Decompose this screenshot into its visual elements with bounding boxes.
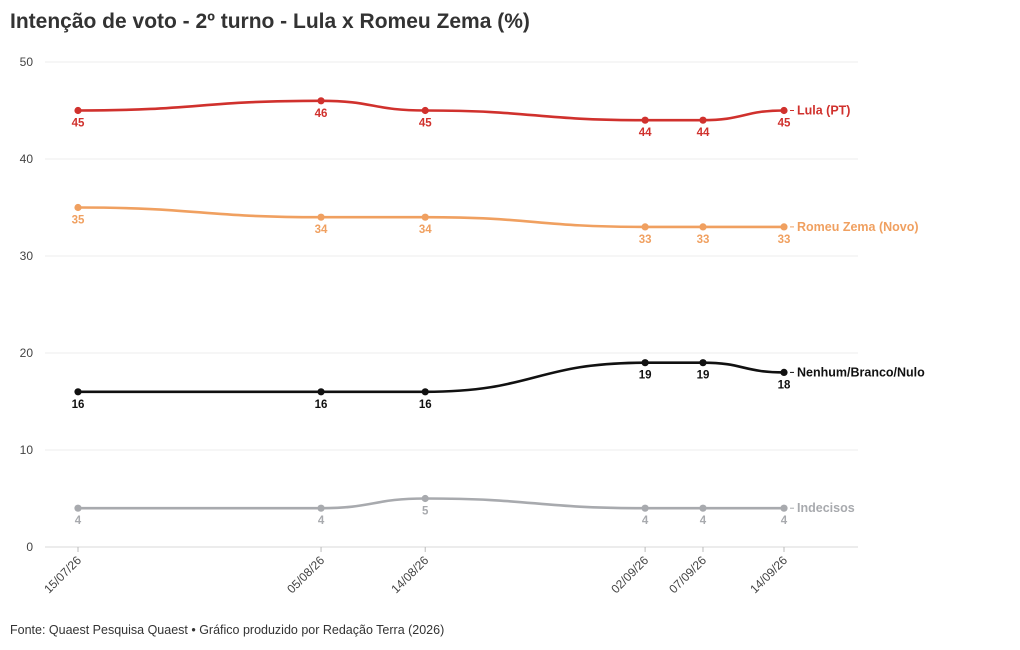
data-point-romeu-zema-novo [780, 223, 788, 231]
data-point-nenhum-branco-nulo [699, 359, 707, 367]
y-tick-label: 0 [26, 540, 33, 554]
data-point-indecisos [421, 494, 429, 503]
y-tick-label: 30 [20, 249, 34, 263]
series-lines [74, 97, 788, 512]
data-point-romeu-zema-novo [421, 213, 429, 221]
data-point-lula-pt [699, 116, 707, 124]
data-point-romeu-zema-novo [74, 203, 82, 212]
data-point-lula-pt [317, 97, 325, 105]
data-label-romeu-zema-novo: 33 [639, 234, 652, 246]
data-label-romeu-zema-novo: 34 [419, 224, 432, 236]
axes: 0 10 20 30 40 50 15/07/26 05/08/26 14/08/26 02/09… [20, 55, 791, 596]
data-label-romeu-zema-novo: 35 [72, 215, 85, 227]
data-point-lula-pt [641, 116, 649, 124]
data-label-nenhum-branco-nulo: 16 [315, 399, 328, 411]
x-tick-label: 02/09/26 [608, 553, 651, 596]
data-point-lula-pt [421, 106, 429, 115]
data-point-indecisos [780, 504, 788, 512]
data-point-indecisos [641, 504, 649, 512]
data-label-nenhum-branco-nulo: 16 [72, 399, 85, 411]
data-label-romeu-zema-novo: 34 [315, 224, 328, 236]
data-point-nenhum-branco-nulo [780, 368, 788, 376]
data-label-lula-pt: 44 [697, 127, 710, 139]
data-point-lula-pt [780, 106, 788, 115]
grid-lines [45, 61, 858, 548]
series-line-indecisos [76, 497, 786, 510]
series-label-romeu-zema-novo: Romeu Zema (Novo) [797, 220, 919, 234]
data-label-nenhum-branco-nulo: 16 [419, 399, 432, 411]
x-tick-label: 14/09/26 [747, 553, 790, 596]
data-point-indecisos [74, 504, 82, 512]
data-label-nenhum-branco-nulo: 19 [639, 370, 652, 382]
series-label-lula-pt: Lula (PT) [797, 104, 850, 118]
data-label-lula-pt: 45 [72, 118, 85, 130]
series-label-nenhum-branco-nulo: Nenhum/Branco/Nulo [797, 365, 925, 379]
data-point-nenhum-branco-nulo [74, 388, 82, 396]
x-tick-label: 07/09/26 [666, 553, 709, 596]
data-label-indecisos: 4 [642, 515, 649, 527]
chart-title: Intenção de voto - 2º turno - Lula x Rom… [10, 10, 530, 33]
data-point-nenhum-branco-nulo [421, 388, 429, 396]
data-label-indecisos: 4 [781, 515, 788, 527]
data-point-indecisos [699, 504, 707, 512]
data-label-nenhum-branco-nulo: 18 [778, 379, 791, 391]
y-tick-label: 20 [20, 346, 34, 360]
data-label-indecisos: 4 [75, 515, 82, 527]
series-line-nenhum-branco-nulo [76, 361, 786, 394]
data-label-lula-pt: 44 [639, 127, 652, 139]
data-point-nenhum-branco-nulo [317, 388, 325, 396]
data-point-indecisos [317, 504, 325, 512]
data-point-romeu-zema-novo [699, 223, 707, 231]
data-label-romeu-zema-novo: 33 [778, 234, 791, 246]
y-tick-label: 40 [20, 152, 34, 166]
data-point-romeu-zema-novo [317, 213, 325, 221]
data-label-lula-pt: 45 [778, 118, 791, 130]
source-note: Fonte: Quaest Pesquisa Quaest • Gráfico … [10, 623, 445, 637]
data-label-indecisos: 4 [700, 515, 707, 527]
data-point-lula-pt [74, 106, 82, 115]
data-label-indecisos: 5 [422, 506, 429, 518]
data-point-nenhum-branco-nulo [641, 359, 649, 367]
data-label-lula-pt: 46 [315, 108, 328, 120]
y-tick-label: 10 [20, 443, 34, 457]
data-label-indecisos: 4 [318, 515, 325, 527]
data-label-nenhum-branco-nulo: 19 [697, 370, 710, 382]
data-label-lula-pt: 45 [419, 118, 432, 130]
x-tick-label: 14/08/26 [388, 553, 431, 596]
data-label-romeu-zema-novo: 33 [697, 234, 710, 246]
series-label-indecisos: Indecisos [797, 501, 855, 515]
x-tick-label: 15/07/26 [41, 553, 84, 596]
y-tick-label: 50 [20, 55, 34, 69]
x-tick-label: 05/08/26 [284, 553, 327, 596]
data-point-romeu-zema-novo [641, 223, 649, 231]
